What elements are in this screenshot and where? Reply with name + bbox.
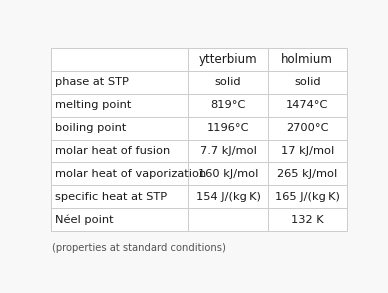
Text: 2700°C: 2700°C [286, 123, 329, 133]
Text: ytterbium: ytterbium [199, 52, 258, 66]
Text: melting point: melting point [54, 100, 131, 110]
Text: molar heat of fusion: molar heat of fusion [54, 146, 170, 156]
Text: 7.7 kJ/mol: 7.7 kJ/mol [200, 146, 256, 156]
Text: (properties at standard conditions): (properties at standard conditions) [52, 243, 226, 253]
Text: solid: solid [215, 77, 241, 87]
Text: 165 J/(kg K): 165 J/(kg K) [275, 192, 340, 202]
Text: 265 kJ/mol: 265 kJ/mol [277, 169, 338, 179]
Text: 17 kJ/mol: 17 kJ/mol [281, 146, 334, 156]
Bar [51, 47, 347, 231]
Text: 1474°C: 1474°C [286, 100, 329, 110]
Text: solid: solid [294, 77, 320, 87]
Text: 819°C: 819°C [210, 100, 246, 110]
Text: boiling point: boiling point [54, 123, 126, 133]
Text: 160 kJ/mol: 160 kJ/mol [198, 169, 258, 179]
Text: 132 K: 132 K [291, 215, 324, 225]
Text: holmium: holmium [281, 52, 333, 66]
Text: Néel point: Néel point [54, 215, 113, 225]
Text: 154 J/(kg K): 154 J/(kg K) [196, 192, 261, 202]
Text: specific heat at STP: specific heat at STP [54, 192, 166, 202]
Text: phase at STP: phase at STP [54, 77, 128, 87]
Text: 1196°C: 1196°C [207, 123, 249, 133]
Text: molar heat of vaporization: molar heat of vaporization [54, 169, 206, 179]
